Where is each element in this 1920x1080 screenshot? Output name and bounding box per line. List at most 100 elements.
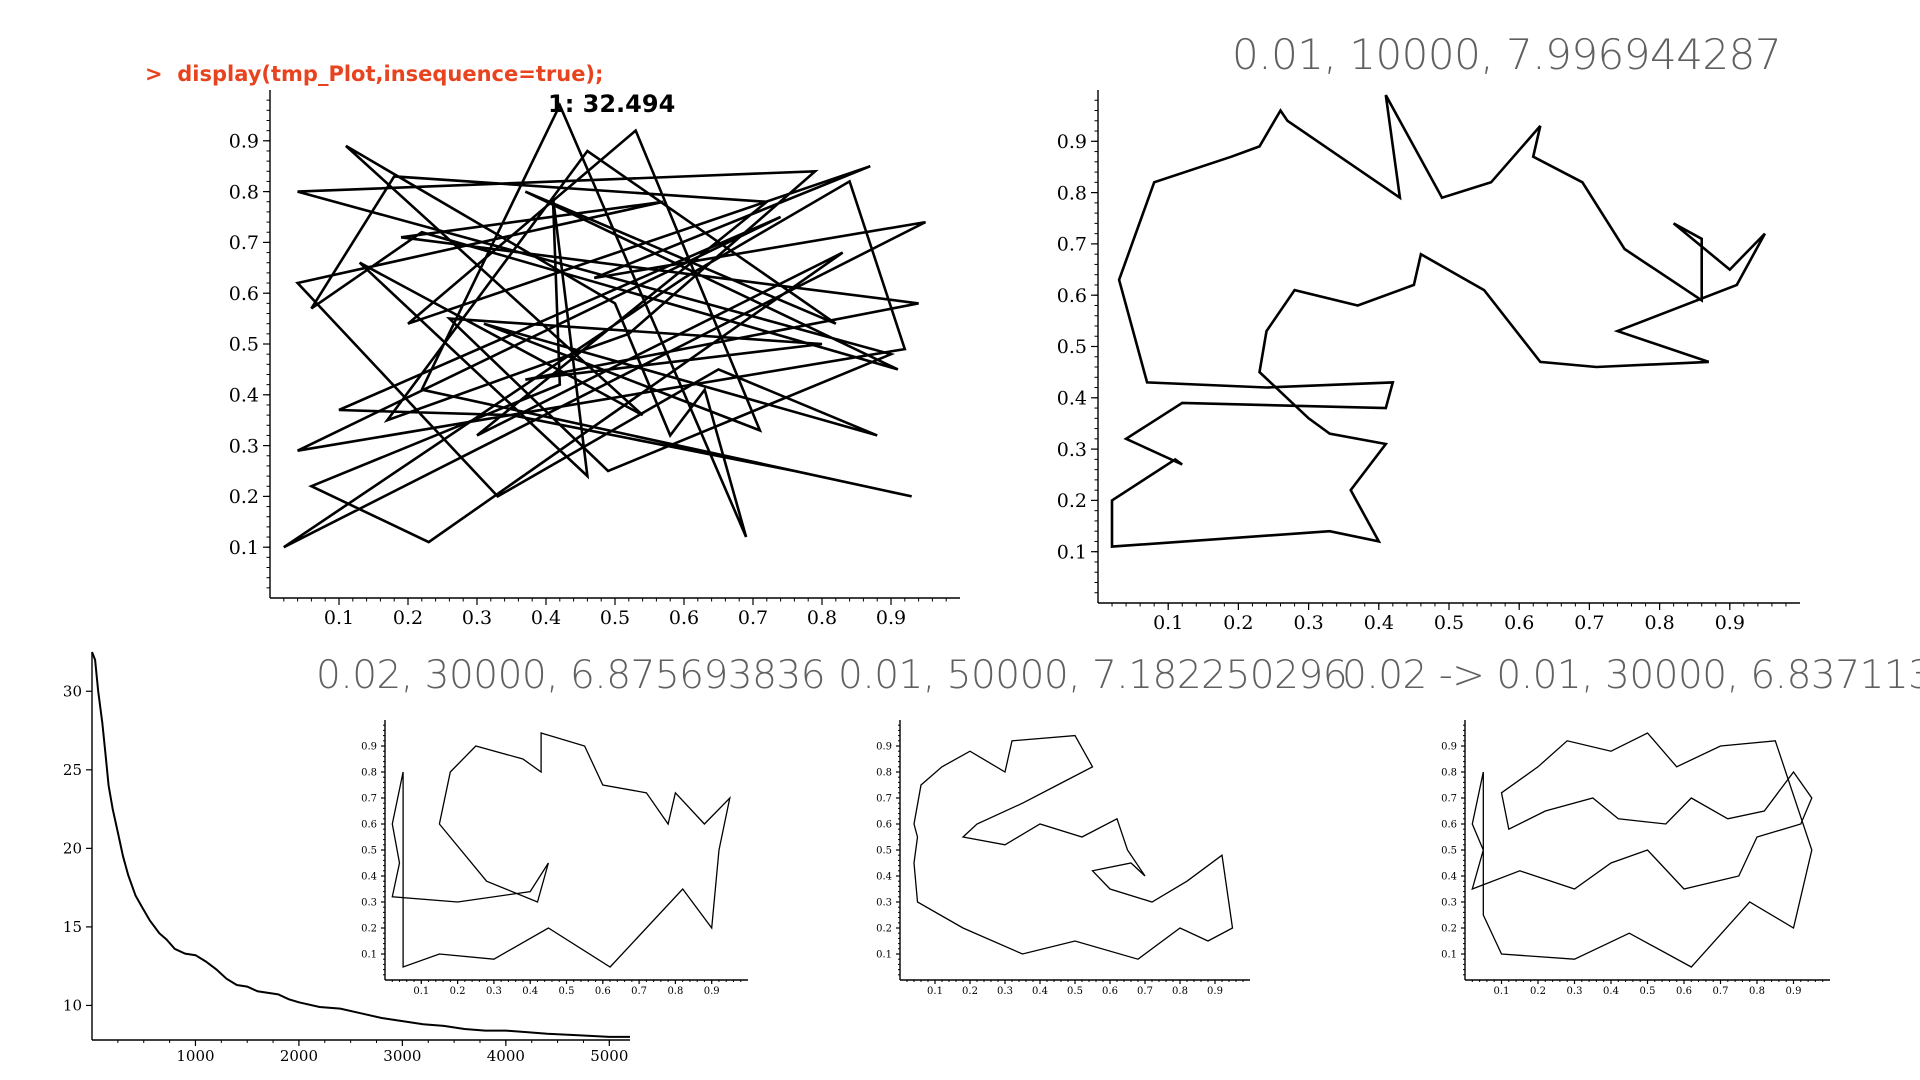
x-tick-label: 0.9 [704,986,720,997]
y-tick-label: 30 [63,683,82,701]
y-tick-label: 10 [63,997,82,1015]
y-tick-label: 0.5 [1057,336,1087,358]
x-tick-label: 0.2 [450,986,466,997]
y-tick-label: 0.9 [876,742,892,753]
x-tick-label: 0.1 [927,986,943,997]
y-tick-label: 0.7 [1441,794,1457,805]
y-tick-label: 0.9 [1441,742,1457,753]
y-tick-label: 0.3 [1057,439,1087,461]
x-tick-label: 0.2 [393,607,423,629]
y-tick-label: 0.4 [361,872,377,883]
y-tick-label: 0.1 [1441,950,1457,961]
y-tick-label: 0.4 [1057,387,1087,409]
y-tick-label: 0.7 [361,794,377,805]
caption-small1: 0.02, 30000, 6.875693836 [316,653,826,698]
y-tick-label: 0.8 [1441,768,1457,779]
y-tick-label: 0.1 [361,950,377,961]
y-tick-label: 0.1 [229,537,259,559]
y-tick-label: 0.9 [1057,131,1087,153]
y-tick-label: 0.7 [876,794,892,805]
x-tick-label: 0.1 [413,986,429,997]
y-tick-label: 0.6 [361,820,377,831]
y-tick-label: 0.8 [361,768,377,779]
y-tick-label: 0.9 [229,130,259,152]
y-tick-label: 0.1 [1057,541,1087,563]
y-tick-label: 0.2 [229,486,259,508]
x-tick-label: 0.4 [1032,986,1048,997]
caption-small2: 0.01, 50000, 7.182250296 [838,653,1348,698]
y-tick-label: 0.6 [1441,820,1457,831]
plot-title: 1: 32.494 [548,90,676,118]
y-tick-label: 15 [63,918,82,936]
x-tick-label: 3000 [383,1047,421,1065]
x-tick-label: 0.4 [1603,986,1619,997]
y-tick-label: 0.3 [876,898,892,909]
x-tick-label: 0.8 [807,607,837,629]
x-tick-label: 0.7 [631,986,647,997]
tour-path [91,651,630,1038]
x-tick-label: 0.2 [1223,612,1253,634]
y-tick-label: 0.7 [1057,234,1087,256]
y-tick-label: 0.2 [361,924,377,935]
x-tick-label: 0.3 [1293,612,1323,634]
y-tick-label: 0.4 [876,872,892,883]
x-tick-label: 5000 [590,1047,628,1065]
x-tick-label: 0.5 [1067,986,1083,997]
x-tick-label: 0.7 [1137,986,1153,997]
tour-path [913,734,1234,960]
y-tick-label: 0.6 [229,283,259,305]
x-tick-label: 0.6 [669,607,699,629]
x-tick-label: 0.9 [1786,986,1802,997]
x-tick-label: 0.5 [1640,986,1656,997]
x-tick-label: 0.7 [738,607,768,629]
y-tick-label: 0.8 [876,768,892,779]
y-tick-label: 0.3 [361,898,377,909]
x-tick-label: 1000 [176,1047,214,1065]
y-tick-label: 0.5 [229,334,259,356]
x-tick-label: 0.2 [962,986,978,997]
y-tick-label: 0.5 [361,846,377,857]
caption-main: 0.01, 10000, 7.996944287 [1232,30,1782,79]
command-line: > display(tmp_Plot,insequence=true); [145,62,603,86]
y-tick-label: 0.9 [361,742,377,753]
x-tick-label: 0.4 [531,607,561,629]
x-tick-label: 0.1 [1494,986,1510,997]
y-tick-label: 0.5 [1441,846,1457,857]
y-tick-label: 0.3 [1441,898,1457,909]
y-tick-label: 0.1 [876,950,892,961]
y-tick-label: 0.8 [1057,182,1087,204]
x-tick-label: 2000 [280,1047,318,1065]
x-tick-label: 0.9 [876,607,906,629]
y-tick-label: 0.8 [229,181,259,203]
x-tick-label: 0.6 [1504,612,1534,634]
x-tick-label: 0.6 [1676,986,1692,997]
y-tick-label: 0.7 [229,232,259,254]
x-tick-label: 0.7 [1713,986,1729,997]
y-tick-label: 0.4 [1441,872,1457,883]
x-tick-label: 0.1 [324,607,354,629]
y-tick-label: 25 [63,761,82,779]
y-tick-label: 0.2 [1057,490,1087,512]
x-tick-label: 0.5 [1434,612,1464,634]
y-tick-label: 0.6 [1057,285,1087,307]
caption-small3: 0.02 -> 0.01, 30000, 6.83711320 [1342,653,1920,698]
x-tick-label: 0.6 [1102,986,1118,997]
command-text: display(tmp_Plot,insequence=true); [177,62,604,86]
x-tick-label: 0.7 [1574,612,1604,634]
x-tick-label: 0.4 [1364,612,1394,634]
x-tick-label: 0.3 [1567,986,1583,997]
y-tick-label: 0.6 [876,820,892,831]
x-tick-label: 0.5 [600,607,630,629]
x-tick-label: 0.3 [997,986,1013,997]
x-tick-label: 0.4 [522,986,538,997]
x-tick-label: 0.8 [667,986,683,997]
tour-path [1471,732,1813,968]
command-prompt: > [145,62,163,86]
x-tick-label: 0.8 [1749,986,1765,997]
